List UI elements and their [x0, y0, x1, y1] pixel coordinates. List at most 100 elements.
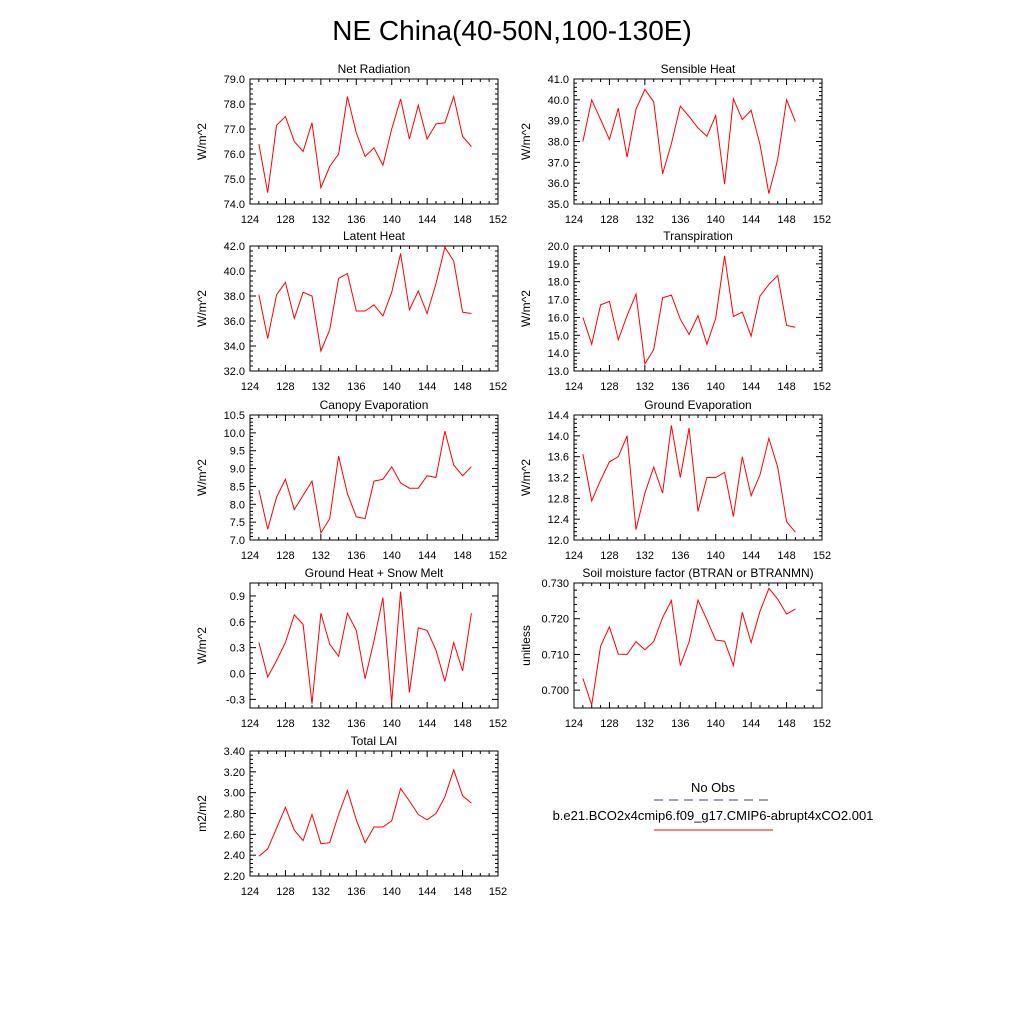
y-tick-label: 0.700 [541, 685, 569, 697]
y-tick-label: 0.6 [230, 617, 245, 629]
y-tick-label: 35.0 [548, 199, 569, 211]
y-tick-label: 76.0 [224, 149, 245, 161]
x-tick-label: 140 [707, 214, 725, 226]
y-tick-label: 9.0 [230, 464, 245, 476]
x-tick-label: 140 [383, 718, 401, 730]
y-tick-label: 0.730 [541, 578, 569, 590]
x-tick-label: 128 [276, 381, 294, 393]
x-tick-label: 128 [600, 381, 618, 393]
y-tick-label: 16.0 [548, 312, 569, 324]
y-tick-label: 2.20 [224, 871, 245, 883]
x-tick-label: 124 [241, 550, 259, 562]
panel-title: Total LAI [351, 734, 398, 748]
y-axis-label: W/m^2 [195, 290, 209, 327]
plot-frame [249, 582, 499, 709]
x-tick-label: 132 [312, 886, 330, 898]
y-tick-label: 74.0 [224, 199, 245, 211]
y-tick-label: 3.40 [224, 746, 245, 758]
y-tick-label: 42.0 [224, 241, 245, 253]
x-tick-label: 132 [636, 718, 654, 730]
chart-panel: 124 128 132 136 140 144 148 152 0.700 0.710 0.720 0… [519, 566, 831, 730]
panel-title: Net Radiation [338, 62, 411, 76]
y-tick-label: 14.0 [548, 348, 569, 360]
x-tick-label: 152 [489, 214, 507, 226]
series-line [258, 430, 472, 535]
chart-panel: 124 128 132 136 140 144 148 152 12.0 12.4 12.8 13.2… [519, 398, 831, 562]
panel-title: Ground Evaporation [644, 398, 751, 412]
x-tick-label: 124 [241, 214, 259, 226]
x-tick-label: 136 [671, 718, 689, 730]
x-tick-label: 124 [241, 718, 259, 730]
x-tick-label: 128 [600, 718, 618, 730]
panel-title: Canopy Evaporation [320, 398, 429, 412]
x-tick-label: 128 [276, 886, 294, 898]
chart-panel: 124 128 132 136 140 144 148 152 32.0 34.0 36.0 38.0… [195, 229, 507, 393]
y-tick-label: 34.0 [224, 341, 245, 353]
legend: No Obs b.e21.BCO2x4cmip6.f09_g17.CMIP6-a… [553, 780, 873, 831]
x-tick-label: 152 [489, 381, 507, 393]
x-tick-label: 132 [636, 550, 654, 562]
x-tick-label: 128 [600, 550, 618, 562]
y-tick-label: 0.3 [230, 643, 245, 655]
plot-frame [573, 78, 823, 205]
y-tick-label: 36.0 [548, 178, 569, 190]
y-tick-label: 8.0 [230, 499, 245, 511]
x-tick-label: 124 [241, 381, 259, 393]
y-tick-label: 32.0 [224, 366, 245, 378]
y-tick-label: 0.9 [230, 591, 245, 603]
x-tick-label: 148 [453, 381, 471, 393]
plot-frame [249, 78, 499, 205]
x-tick-label: 144 [418, 550, 436, 562]
x-tick-label: 140 [383, 381, 401, 393]
y-tick-label: 13.2 [548, 473, 569, 485]
x-tick-label: 132 [636, 214, 654, 226]
x-tick-label: 136 [671, 381, 689, 393]
chart-panel: 124 128 132 136 140 144 148 152 2.20 2.40 2.60 2.80… [195, 734, 507, 898]
x-tick-label: 136 [347, 214, 365, 226]
x-tick-label: 152 [489, 886, 507, 898]
y-tick-label: 2.80 [224, 809, 245, 821]
series-line [258, 591, 472, 704]
panel-title: Latent Heat [343, 229, 406, 243]
y-tick-label: 14.0 [548, 431, 569, 443]
series-line [582, 88, 796, 194]
x-tick-label: 124 [565, 718, 583, 730]
x-tick-label: 148 [777, 214, 795, 226]
panel-title: Sensible Heat [661, 62, 736, 76]
x-tick-label: 152 [813, 214, 831, 226]
x-tick-label: 132 [312, 550, 330, 562]
x-tick-label: 148 [777, 381, 795, 393]
x-tick-label: 144 [742, 718, 760, 730]
series-line [258, 94, 472, 193]
x-tick-label: 132 [636, 381, 654, 393]
y-tick-label: 10.0 [224, 428, 245, 440]
x-tick-label: 152 [813, 550, 831, 562]
y-tick-label: 2.60 [224, 829, 245, 841]
series-line [258, 768, 472, 857]
x-tick-label: 124 [565, 214, 583, 226]
x-tick-label: 128 [276, 550, 294, 562]
y-tick-label: 39.0 [548, 116, 569, 128]
y-tick-label: 40.0 [548, 95, 569, 107]
x-tick-label: 132 [312, 718, 330, 730]
y-tick-label: 14.4 [548, 410, 569, 422]
y-tick-label: -0.3 [226, 694, 245, 706]
y-tick-label: 41.0 [548, 74, 569, 86]
y-tick-label: 79.0 [224, 74, 245, 86]
x-tick-label: 148 [453, 886, 471, 898]
x-tick-label: 144 [418, 886, 436, 898]
chart-panel: 124 128 132 136 140 144 148 152 35.0 36.0 37.0 38.0… [519, 62, 831, 226]
series-line [582, 425, 796, 533]
x-tick-label: 152 [813, 718, 831, 730]
x-tick-label: 148 [777, 550, 795, 562]
y-tick-label: 40.0 [224, 266, 245, 278]
x-tick-label: 128 [276, 214, 294, 226]
x-tick-label: 140 [707, 381, 725, 393]
y-axis-label: W/m^2 [519, 290, 533, 327]
y-tick-label: 7.5 [230, 517, 245, 529]
x-tick-label: 140 [383, 886, 401, 898]
x-tick-label: 140 [383, 214, 401, 226]
x-tick-label: 148 [777, 718, 795, 730]
y-tick-label: 17.0 [548, 295, 569, 307]
